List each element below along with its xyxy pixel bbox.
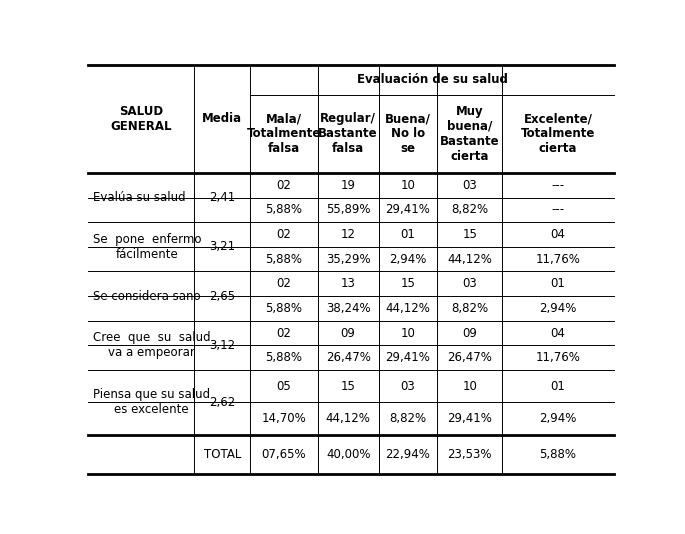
Text: 55,89%: 55,89% <box>326 203 371 216</box>
Text: 29,41%: 29,41% <box>447 412 492 425</box>
Text: 01: 01 <box>551 277 566 290</box>
Text: 35,29%: 35,29% <box>326 253 371 266</box>
Text: 5,88%: 5,88% <box>265 302 302 315</box>
Text: 2,94%: 2,94% <box>389 253 427 266</box>
Text: Regular/
Bastante
falsa: Regular/ Bastante falsa <box>319 112 378 155</box>
Text: 04: 04 <box>551 326 566 340</box>
Text: 02: 02 <box>277 179 291 192</box>
Text: Excelente/
Totalmente
cierta: Excelente/ Totalmente cierta <box>521 112 595 155</box>
Text: 10: 10 <box>462 380 477 392</box>
Text: 3,21: 3,21 <box>209 240 236 253</box>
Text: Se considera sano: Se considera sano <box>92 289 200 303</box>
Text: 5,88%: 5,88% <box>265 351 302 364</box>
Text: 11,76%: 11,76% <box>536 351 581 364</box>
Text: 13: 13 <box>340 277 356 290</box>
Text: 12: 12 <box>340 228 356 241</box>
Text: 44,12%: 44,12% <box>447 253 492 266</box>
Text: Muy
buena/
Bastante
cierta: Muy buena/ Bastante cierta <box>440 105 499 163</box>
Text: 5,88%: 5,88% <box>265 203 302 216</box>
Text: 02: 02 <box>277 228 291 241</box>
Text: 44,12%: 44,12% <box>325 412 371 425</box>
Text: 44,12%: 44,12% <box>386 302 430 315</box>
Text: 14,70%: 14,70% <box>262 412 306 425</box>
Text: 2,94%: 2,94% <box>539 412 577 425</box>
Text: SALUD
GENERAL: SALUD GENERAL <box>110 105 172 133</box>
Text: Se  pone  enfermo
fácilmente: Se pone enfermo fácilmente <box>92 233 201 261</box>
Text: 02: 02 <box>277 277 291 290</box>
Text: 40,00%: 40,00% <box>326 448 371 461</box>
Text: 26,47%: 26,47% <box>325 351 371 364</box>
Text: 05: 05 <box>277 380 291 392</box>
Text: 29,41%: 29,41% <box>386 203 430 216</box>
Text: TOTAL: TOTAL <box>203 448 241 461</box>
Text: 04: 04 <box>551 228 566 241</box>
Text: 5,88%: 5,88% <box>265 253 302 266</box>
Text: Media: Media <box>202 113 242 125</box>
Text: 5,88%: 5,88% <box>540 448 577 461</box>
Text: 8,82%: 8,82% <box>389 412 427 425</box>
Text: 15: 15 <box>340 380 356 392</box>
Text: 02: 02 <box>277 326 291 340</box>
Text: 8,82%: 8,82% <box>451 203 488 216</box>
Text: 09: 09 <box>340 326 356 340</box>
Text: 8,82%: 8,82% <box>451 302 488 315</box>
Text: Evaluación de su salud: Evaluación de su salud <box>357 73 508 86</box>
Text: 07,65%: 07,65% <box>262 448 306 461</box>
Text: 29,41%: 29,41% <box>386 351 430 364</box>
Text: 15: 15 <box>401 277 415 290</box>
Text: 2,94%: 2,94% <box>539 302 577 315</box>
Text: 26,47%: 26,47% <box>447 351 492 364</box>
Text: 22,94%: 22,94% <box>386 448 430 461</box>
Text: 03: 03 <box>401 380 415 392</box>
Text: 38,24%: 38,24% <box>326 302 371 315</box>
Text: 15: 15 <box>462 228 477 241</box>
Text: 03: 03 <box>462 277 477 290</box>
Text: Cree  que  su  salud
va a empeorar: Cree que su salud va a empeorar <box>92 331 210 359</box>
Text: 2,41: 2,41 <box>209 191 236 204</box>
Text: ---: --- <box>551 179 564 192</box>
Text: 10: 10 <box>401 179 415 192</box>
Text: Buena/
No lo
se: Buena/ No lo se <box>385 112 431 155</box>
Text: 2,62: 2,62 <box>209 396 236 409</box>
Text: Evalúa su salud: Evalúa su salud <box>92 191 185 204</box>
Text: Piensa que su salud
es excelente: Piensa que su salud es excelente <box>92 388 210 417</box>
Text: 3,12: 3,12 <box>209 339 236 352</box>
Text: ---: --- <box>551 203 564 216</box>
Text: Mala/
Totalmente
falsa: Mala/ Totalmente falsa <box>247 112 321 155</box>
Text: 11,76%: 11,76% <box>536 253 581 266</box>
Text: 03: 03 <box>462 179 477 192</box>
Text: 01: 01 <box>551 380 566 392</box>
Text: 01: 01 <box>401 228 415 241</box>
Text: 23,53%: 23,53% <box>447 448 492 461</box>
Text: 10: 10 <box>401 326 415 340</box>
Text: 19: 19 <box>340 179 356 192</box>
Text: 2,65: 2,65 <box>209 289 236 303</box>
Text: 09: 09 <box>462 326 477 340</box>
